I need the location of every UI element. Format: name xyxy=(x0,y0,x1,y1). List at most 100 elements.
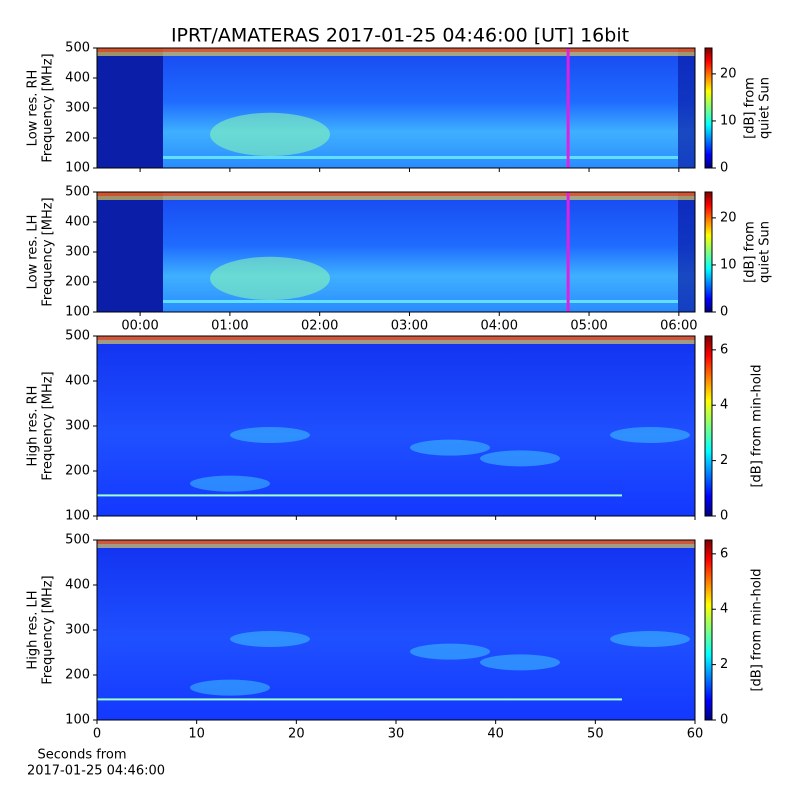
y-axis-label: Frequency [MHz] xyxy=(41,53,56,162)
heatmap-texture xyxy=(97,540,695,720)
heatmap-texture xyxy=(97,48,695,52)
heatmap-texture xyxy=(678,48,695,168)
y-tick-label: 100 xyxy=(65,305,90,320)
colorbar-tick-label: 6 xyxy=(720,342,728,357)
colorbar xyxy=(704,191,713,313)
y-axis-label: High res. LH xyxy=(26,590,41,669)
y-tick-label: 100 xyxy=(65,161,90,176)
y-tick-label: 400 xyxy=(65,578,90,593)
x-tick-label: 01:00 xyxy=(211,319,248,334)
heatmap-texture xyxy=(410,643,490,660)
colorbar-tick-label: 20 xyxy=(720,210,737,225)
heatmap-texture xyxy=(97,48,163,168)
y-tick-label: 500 xyxy=(65,533,90,548)
y-axis-label: Frequency [MHz] xyxy=(41,371,56,480)
colorbar xyxy=(704,47,713,169)
colorbar-label: quiet Sun xyxy=(758,77,773,139)
heatmap-texture xyxy=(97,192,695,312)
x-tick-label: 40 xyxy=(487,727,504,742)
y-tick-label: 200 xyxy=(65,131,90,146)
heatmap-texture xyxy=(97,48,695,168)
colorbar-tick-label: 0 xyxy=(720,161,728,176)
x-tick-label: 10 xyxy=(188,727,205,742)
y-tick-label: 200 xyxy=(65,464,90,479)
y-axis-label: Low res. RH xyxy=(26,70,41,147)
heatmap-texture xyxy=(210,256,330,300)
heatmap-texture xyxy=(97,196,695,200)
heatmap-texture xyxy=(480,654,560,671)
y-tick-label: 300 xyxy=(65,623,90,638)
x-axis-label: Seconds from xyxy=(37,748,126,763)
heatmap-texture xyxy=(190,679,270,696)
y-tick-label: 200 xyxy=(65,668,90,683)
y-tick-label: 500 xyxy=(65,185,90,200)
heatmap-texture xyxy=(678,192,695,312)
heatmap-texture xyxy=(163,156,678,159)
colorbar xyxy=(704,335,713,517)
colorbar-label: [dB] from min-hold xyxy=(750,568,765,691)
colorbar-tick-label: 20 xyxy=(720,66,737,81)
y-tick-label: 400 xyxy=(65,215,90,230)
colorbar xyxy=(704,539,713,721)
colorbar-tick-label: 4 xyxy=(720,398,728,413)
x-tick-label: 04:00 xyxy=(481,319,518,334)
heatmap-texture xyxy=(230,631,310,647)
x-axis-label: 2017-01-25 04:46:00 xyxy=(27,764,165,779)
heatmap-texture xyxy=(97,698,622,701)
y-tick-label: 500 xyxy=(65,41,90,56)
x-tick-label: 02:00 xyxy=(301,319,338,334)
y-tick-label: 400 xyxy=(65,374,90,389)
y-tick-label: 200 xyxy=(65,275,90,290)
heatmap-texture xyxy=(97,336,695,340)
x-tick-label: 60 xyxy=(687,727,704,742)
heatmap-texture xyxy=(230,427,310,443)
heatmap-texture xyxy=(97,494,622,497)
x-tick-label: 20 xyxy=(288,727,305,742)
y-tick-label: 100 xyxy=(65,713,90,728)
heatmap-texture xyxy=(610,631,690,647)
colorbar-tick-label: 10 xyxy=(720,257,737,272)
colorbar-label: [dB] from xyxy=(743,77,758,139)
colorbar-tick-label: 0 xyxy=(720,713,728,728)
y-axis-label: Low res. LH xyxy=(26,215,41,290)
heatmap-texture xyxy=(480,450,560,467)
y-tick-label: 100 xyxy=(65,509,90,524)
y-tick-label: 300 xyxy=(65,419,90,434)
x-tick-label: 05:00 xyxy=(570,319,607,334)
x-tick-label: 30 xyxy=(388,727,405,742)
x-tick-label: 03:00 xyxy=(391,319,428,334)
y-axis-label: High res. RH xyxy=(26,386,41,467)
x-tick-label: 0 xyxy=(93,727,101,742)
colorbar-label: [dB] from min-hold xyxy=(750,364,765,487)
heatmap-texture xyxy=(610,427,690,443)
y-tick-label: 400 xyxy=(65,71,90,86)
chart-title: IPRT/AMATERAS 2017-01-25 04:46:00 [UT] 1… xyxy=(171,25,629,47)
colorbar-tick-label: 0 xyxy=(720,509,728,524)
heatmap-texture xyxy=(97,340,695,344)
colorbar-tick-label: 6 xyxy=(720,546,728,561)
colorbar-label: [dB] from xyxy=(743,221,758,283)
x-tick-label: 00:00 xyxy=(121,319,158,334)
heatmap-texture xyxy=(97,192,163,312)
y-tick-label: 300 xyxy=(65,245,90,260)
y-tick-label: 300 xyxy=(65,101,90,116)
y-axis-label: Frequency [MHz] xyxy=(41,575,56,684)
x-tick-label: 50 xyxy=(587,727,604,742)
heatmap-texture xyxy=(97,336,695,516)
heatmap-texture xyxy=(97,192,695,196)
y-axis-label: Frequency [MHz] xyxy=(41,197,56,306)
colorbar-tick-label: 10 xyxy=(720,113,737,128)
heatmap-texture xyxy=(190,475,270,492)
y-tick-label: 500 xyxy=(65,329,90,344)
heatmap-texture xyxy=(97,540,695,544)
heatmap-texture xyxy=(210,112,330,156)
colorbar-label: quiet Sun xyxy=(758,221,773,283)
heatmap-texture xyxy=(163,300,678,303)
colorbar-tick-label: 2 xyxy=(720,657,728,672)
colorbar-tick-label: 2 xyxy=(720,453,728,468)
heatmap-texture xyxy=(410,439,490,456)
heatmap-texture xyxy=(97,52,695,56)
x-tick-label: 06:00 xyxy=(660,319,697,334)
colorbar-tick-label: 0 xyxy=(720,305,728,320)
